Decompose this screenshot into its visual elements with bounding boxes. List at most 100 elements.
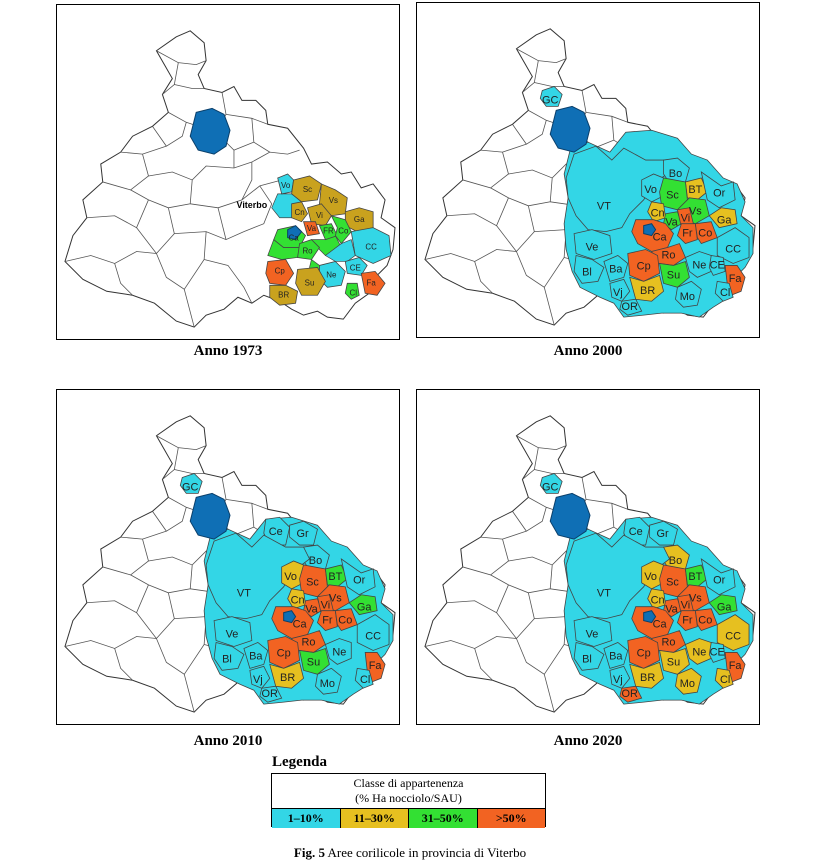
zone-label-ce: CE [350, 264, 361, 273]
zone-label-ba: Ba [249, 650, 263, 662]
zone-ba [603, 642, 629, 669]
zone-or [619, 685, 643, 703]
zone-cc [350, 227, 392, 264]
zone-su [299, 647, 330, 675]
legend-title: Legenda [272, 754, 328, 770]
zone-co [694, 608, 718, 632]
zone-label-ca: Ca [289, 234, 300, 243]
municipal-boundary [156, 638, 195, 713]
municipal-boundary [462, 152, 509, 189]
zone-label-fa: Fa [367, 278, 377, 287]
zone-label-cp: Cp [277, 647, 291, 659]
map-panel-2010: GC Ce Gr Bo VT Vo Sc BT Or Vs Ga Cn Va Vi Fr Co Ve Ca Ro CC… [56, 389, 400, 725]
zone-label-su: Su [305, 278, 315, 287]
zone-label-vo: Vo [644, 184, 657, 196]
zone-sc [291, 175, 322, 203]
zone-vj [249, 665, 271, 689]
zone-label-vt: VT [597, 588, 611, 600]
zone-cc [356, 614, 390, 651]
municipal-boundary [86, 199, 149, 229]
zone-co [330, 215, 352, 245]
municipal-boundary [178, 445, 207, 451]
municipal-boundary [538, 445, 567, 451]
zone-label-bo: Bo [309, 555, 322, 567]
zone-su [659, 647, 690, 675]
zone-label-ne: Ne [692, 259, 706, 271]
lake-vico [643, 610, 657, 624]
zone-label-cn: Cn [294, 208, 304, 217]
zone-label-vo: Vo [284, 571, 297, 583]
municipal-boundary [178, 60, 207, 66]
zone-label-or: Or [353, 575, 365, 587]
zone-va [303, 598, 322, 618]
map-1973: Vo Sc Vs Cn Vi Ga Va FR Co Ca Cp Ro CC CE Ne Fa BR Su Cl Vi… [64, 30, 396, 328]
zone-su [295, 267, 326, 296]
zone-or [259, 685, 283, 703]
zone-label-cn: Cn [651, 595, 665, 607]
zone-label-va: Va [305, 604, 318, 616]
zone-label-vi: Vi [681, 600, 691, 612]
zone-label-va: Va [665, 217, 678, 229]
zone-va [303, 221, 320, 237]
legend: Classe di appartenenza (% Ha nocciolo/SA… [271, 773, 546, 828]
legend-header: Classe di appartenenza (% Ha nocciolo/SA… [272, 774, 545, 808]
zone-label-or: OR [622, 688, 638, 700]
zone-label-sc: Sc [666, 577, 679, 589]
municipal-boundary [136, 207, 175, 255]
zone-bt [684, 564, 708, 588]
zone-ce [263, 516, 291, 546]
zone-label-ne: Ne [332, 646, 346, 658]
figure-caption: Fig. 5 Aree corilicole in provincia di V… [0, 845, 820, 861]
municipal-boundary [516, 251, 555, 326]
zone-cp [627, 636, 660, 669]
zone-label-fr: FR [323, 227, 334, 236]
lake-vico [643, 223, 657, 237]
zone-label-cl: Cl [720, 287, 730, 299]
zone-or [340, 558, 376, 596]
municipal-boundary [156, 435, 179, 480]
zone-label-fa: Fa [729, 660, 743, 672]
zone-label-vj: Vj [253, 674, 263, 686]
municipal-boundary [446, 197, 509, 227]
zone-label-ro: Ro [302, 636, 316, 648]
municipal-boundary [474, 261, 493, 294]
zone-co [694, 221, 718, 245]
lake-vico [287, 225, 303, 241]
zone-cp [627, 249, 660, 282]
zone-label-cl: Cl [360, 674, 370, 686]
lake-bolsena [549, 105, 591, 153]
zone-label-br: BR [640, 672, 655, 684]
municipal-boundary [120, 530, 167, 540]
zone-label-cn: Cn [651, 208, 665, 220]
figure-caption-text: Aree corilicole in provincia di Viterbo [324, 845, 527, 860]
municipal-boundary [251, 149, 300, 163]
zone-label-mo: Mo [680, 291, 695, 303]
zone-label-ga: Ga [354, 215, 365, 224]
municipal-boundary [174, 231, 245, 241]
zone-label-ce: CE [710, 259, 725, 271]
zone-label-cp: Cp [637, 260, 651, 272]
zone-label-ve: Ve [586, 628, 599, 640]
zone-label-ce: CE [710, 646, 725, 658]
zone-va [663, 598, 682, 618]
zone-label-ca: Ca [653, 231, 668, 243]
municipal-boundary [102, 539, 149, 576]
municipal-boundary [86, 584, 149, 614]
municipal-boundary [516, 435, 539, 480]
zone-label-ce: Ce [269, 526, 283, 538]
zone-label-ca: Ca [293, 618, 308, 630]
zone-label-ro: Ro [662, 636, 676, 648]
zone-fa [360, 270, 386, 296]
municipal-boundary [534, 469, 565, 474]
zone-label-mo: Mo [680, 678, 695, 690]
municipal-boundary [114, 263, 133, 296]
municipal-boundary [102, 154, 149, 191]
municipal-boundary [585, 111, 628, 123]
zone-ro [297, 239, 320, 260]
municipal-boundary [538, 58, 567, 64]
zone-label-fa: Fa [369, 660, 383, 672]
zone-label-ba: Ba [609, 650, 623, 662]
municipal-boundary [136, 592, 175, 640]
